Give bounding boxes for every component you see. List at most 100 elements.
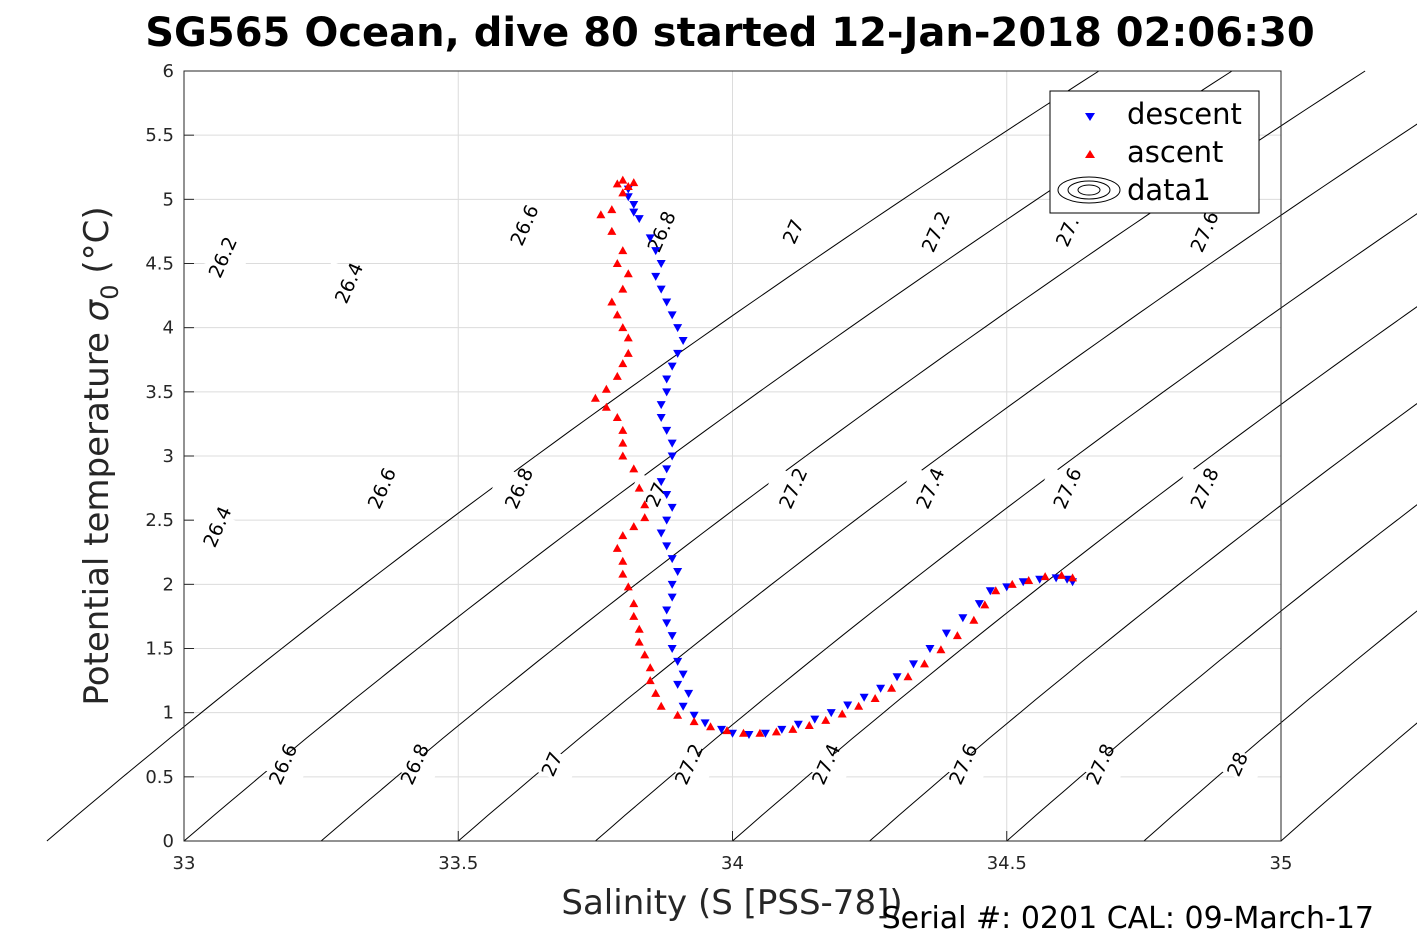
contour-label-gap (1039, 209, 1095, 254)
contour-label-gap (321, 261, 376, 305)
ascent-point (640, 513, 650, 522)
ascent-point (618, 531, 628, 540)
ascent-point (623, 333, 633, 342)
y-tick-label: 0 (163, 831, 174, 852)
ascent-point (601, 402, 611, 411)
ascent-point (618, 284, 628, 293)
descent-point (678, 702, 688, 711)
ascent-point (596, 210, 606, 219)
x-tick-label: 33.5 (438, 853, 478, 874)
ascent-point (629, 464, 639, 473)
ascent-point (969, 615, 979, 624)
descent-point (629, 208, 639, 217)
y-tick-label: 1.5 (145, 639, 174, 660)
y-tick-label: 2 (163, 574, 174, 595)
descent-point (667, 555, 677, 564)
descent-point (958, 614, 968, 623)
descent-point (760, 729, 770, 738)
descent-point (656, 478, 666, 487)
descent-point (667, 439, 677, 448)
ascent-point (612, 413, 622, 421)
ascent-point (634, 624, 644, 633)
y-tick-label: 0.5 (145, 767, 174, 788)
descent-point (667, 503, 677, 512)
descent-point (673, 680, 683, 689)
y-axis-label-subscript: 0 (96, 284, 124, 299)
contour-label-gap (496, 203, 552, 247)
density-contour-line (457, 123, 1417, 842)
chart-title: SG565 Ocean, dive 80 started 12-Jan-2018… (145, 10, 1314, 56)
descent-point (673, 657, 683, 666)
descent-point (667, 362, 677, 371)
ascent-point (1024, 575, 1034, 584)
ascent-point (623, 348, 633, 357)
contour-label-gap (765, 466, 821, 510)
descent-point (667, 580, 677, 589)
ascent-point (980, 600, 990, 609)
descent-point (744, 730, 754, 739)
ascent-point (854, 701, 864, 710)
y-tick-label: 5.5 (145, 125, 174, 146)
descent-point (656, 260, 666, 268)
ascent-point (629, 611, 639, 620)
descent-point (678, 337, 688, 345)
legend-data1-contour-icon (1057, 176, 1121, 204)
descent-point (667, 311, 677, 320)
y-axis-label-unit: (°C) (77, 206, 117, 284)
ascent-point (887, 683, 897, 692)
ascent-point (651, 688, 661, 697)
contour-label-gap (902, 466, 958, 510)
descent-point (656, 529, 666, 538)
ascent-point (991, 586, 1001, 595)
descent-point (662, 298, 672, 307)
descent-series (623, 185, 1078, 739)
ascent-point (634, 483, 644, 492)
descent-point (656, 285, 666, 294)
x-tick-label: 33 (173, 853, 196, 874)
legend-descent-label: descent (1127, 97, 1242, 131)
contour-label-gap (189, 504, 245, 549)
descent-point (925, 645, 935, 653)
descent-point (662, 542, 672, 551)
ascent-point (722, 726, 732, 735)
ascent-series (590, 175, 1078, 737)
ascent-point (1040, 572, 1050, 581)
ascent-point (618, 323, 628, 332)
descent-point (673, 568, 683, 576)
ascent-point (645, 676, 655, 685)
ascent-point (618, 438, 628, 447)
descent-point (678, 670, 688, 679)
descent-point (1002, 583, 1012, 592)
ascent-point (738, 728, 748, 737)
contour-label-gap (661, 742, 716, 786)
legend-descent-marker (1085, 113, 1095, 121)
ascent-point (623, 182, 633, 190)
ascent-point (804, 721, 814, 729)
descent-point (810, 715, 820, 724)
ascent-point (903, 672, 913, 681)
contour-label-gap (195, 235, 250, 279)
y-tick-label: 4 (163, 318, 174, 339)
ascent-point (618, 175, 628, 184)
ascent-point (612, 310, 622, 319)
descent-point (941, 629, 951, 638)
descent-point (662, 426, 672, 435)
y-axis-ticks: 0 0.5 1 1.5 2 2.5 3 3.5 4 4.5 5 5.5 6 (145, 61, 194, 852)
contour-labels: 26.226.6 26.8 27 27.2 27. 27.626.426.6 26.8 27 2… (189, 202, 1265, 788)
y-tick-label: 6 (163, 61, 174, 82)
legend: descent ascent data1 (1049, 90, 1260, 214)
ascent-point (706, 722, 716, 731)
descent-point (876, 684, 886, 693)
ascent-point (623, 582, 633, 591)
density-contour-line (1143, 610, 1417, 842)
ascent-point (618, 451, 628, 460)
descent-point (634, 215, 644, 224)
ascent-point (919, 659, 929, 668)
descent-point (662, 465, 672, 474)
x-tick-label: 34 (721, 853, 744, 874)
ascent-point (618, 188, 628, 197)
descent-point (689, 711, 699, 720)
serial-calibration-footer: Serial #: 0201 CAL: 09-March-17 (882, 901, 1374, 936)
x-tick-label: 35 (1270, 853, 1293, 874)
ascent-point (618, 556, 628, 565)
